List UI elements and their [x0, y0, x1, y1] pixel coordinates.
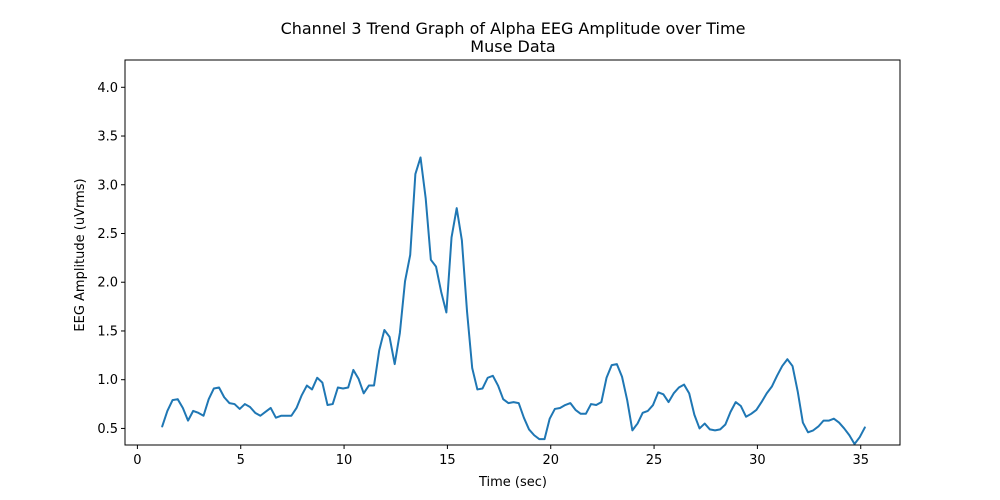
y-tick-label: 2.5: [97, 227, 118, 242]
series-line-0: [161, 156, 866, 446]
y-tick-label: 2.0: [97, 276, 118, 291]
plot-area: 0 5 10 15 20 25 30 35 0.5 1.0 1.5 2.0 2.5 3.0 3.5 4.0: [97, 59, 901, 468]
x-tick-label: 25: [646, 453, 663, 468]
x-tick-label: 20: [542, 453, 559, 468]
y-axis-label: EEG Amplitude (uVrms): [73, 178, 88, 331]
x-tick-label: 35: [852, 453, 869, 468]
y-tick-label: 1.0: [97, 373, 118, 388]
chart-title: Channel 3 Trend Graph of Alpha EEG Ampli…: [281, 19, 746, 38]
plot-frame: [124, 59, 901, 446]
x-tick-label: 30: [749, 453, 766, 468]
y-tick-label: 3.0: [97, 178, 118, 193]
x-tick-label: 5: [237, 453, 245, 468]
x-tick-label: 0: [133, 453, 141, 468]
x-axis-label: Time (sec): [478, 475, 547, 490]
x-tick-label: 10: [336, 453, 353, 468]
y-tick-label: 3.5: [97, 130, 118, 145]
x-tick-label: 15: [439, 453, 456, 468]
y-tick-label: 4.0: [97, 81, 118, 96]
chart-subtitle: Muse Data: [470, 37, 555, 56]
y-tick-label: 0.5: [97, 422, 118, 437]
y-tick-label: 1.5: [97, 324, 118, 339]
